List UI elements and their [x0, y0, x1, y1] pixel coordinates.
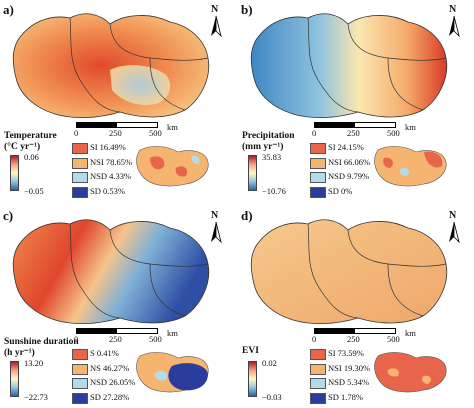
- panel-sunshine-duration: c) N 0 250 500 km Sunshine duration (h y…: [0, 206, 234, 406]
- legend-swatch: [310, 392, 326, 404]
- variable-name: Temperature: [4, 131, 57, 141]
- scale-tick-250: 250: [109, 334, 122, 344]
- colorbar: [248, 155, 257, 191]
- colorbar-min: −0.05: [24, 186, 44, 196]
- panel-evi: d) N 0 250 500 km EVI 0.02 −0.03 SI 73.5…: [238, 206, 472, 406]
- colorbar-min: −0.03: [262, 392, 282, 402]
- map-evi: [250, 219, 448, 393]
- panel-label: b): [241, 2, 253, 17]
- variable-unit: (°C yr⁻¹): [4, 142, 41, 152]
- variable-unit: (h yr⁻¹): [4, 348, 35, 358]
- map-sunshine-duration: [12, 219, 210, 393]
- legend-swatch: [310, 378, 326, 389]
- north-label: N: [211, 4, 219, 15]
- scale-tick-500: 500: [149, 128, 162, 138]
- scale-tick-0: 0: [74, 128, 79, 138]
- north-label: N: [449, 4, 457, 15]
- colorbar: [10, 361, 19, 397]
- variable-unit: (mm yr⁻¹): [242, 142, 284, 152]
- north-arrow-icon: N: [443, 4, 465, 40]
- panel-precipitation: b) N 0 250 500 km Precipitation (mm yr⁻¹…: [238, 0, 472, 200]
- legend-swatch: [310, 172, 326, 183]
- scale-unit: km: [167, 122, 178, 132]
- legend-swatch: [72, 172, 88, 183]
- legend-swatch: [72, 186, 88, 198]
- scale-tick-500: 500: [387, 334, 400, 344]
- legend-swatch: [310, 157, 326, 169]
- colorbar-min: −10.76: [262, 186, 286, 196]
- colorbar-max: 0.02: [262, 358, 277, 368]
- colorbar-max: 35.83: [262, 152, 282, 162]
- north-arrow-icon: N: [205, 210, 227, 246]
- variable-title: EVI: [242, 346, 259, 357]
- north-arrow-icon: N: [443, 210, 465, 246]
- colorbar-max: 0.06: [24, 152, 39, 162]
- scale-unit: km: [405, 122, 416, 132]
- colorbar: [248, 361, 257, 397]
- scale-bar: 0 250 500 km: [74, 328, 178, 346]
- scale-tick-250: 250: [347, 334, 360, 344]
- scale-bar: 0 250 500 km: [312, 122, 416, 140]
- scale-tick-500: 500: [387, 128, 400, 138]
- scale-tick-0: 0: [312, 128, 317, 138]
- legend-swatch: [72, 378, 88, 389]
- legend-swatch: [310, 186, 326, 198]
- panel-label: a): [3, 2, 14, 17]
- panel-temperature: a) N 0 250 500 km Temperature (°C yr⁻¹) …: [0, 0, 234, 200]
- variable-title: Precipitation (mm yr⁻¹): [242, 131, 295, 153]
- variable-title: Temperature (°C yr⁻¹): [4, 131, 57, 153]
- legend-swatch: [72, 392, 88, 404]
- scale-bar: 0 250 500 km: [74, 122, 178, 140]
- variable-title: Sunshine duration (h yr⁻¹): [4, 337, 79, 359]
- colorbar-max: 13.20: [24, 358, 44, 368]
- map-temperature: [12, 13, 210, 187]
- legend-swatch: [72, 363, 88, 375]
- legend-swatch: [72, 157, 88, 169]
- scale-unit: km: [167, 328, 178, 338]
- legend-swatch: [310, 349, 326, 360]
- variable-name: Precipitation: [242, 131, 295, 141]
- legend-swatch: [310, 143, 326, 154]
- legend-swatch: [72, 143, 88, 154]
- legend-swatch: [72, 349, 88, 360]
- scale-unit: km: [405, 328, 416, 338]
- scale-tick-500: 500: [149, 334, 162, 344]
- scale-bar: 0 250 500 km: [312, 328, 416, 346]
- scale-tick-0: 0: [74, 334, 79, 344]
- north-label: N: [211, 210, 219, 221]
- scale-tick-0: 0: [312, 334, 317, 344]
- colorbar-min: −22.73: [24, 392, 48, 402]
- scale-tick-250: 250: [347, 128, 360, 138]
- map-precipitation: [250, 13, 448, 187]
- variable-name: Sunshine duration: [4, 337, 79, 347]
- variable-name: EVI: [242, 346, 259, 356]
- scale-tick-250: 250: [109, 128, 122, 138]
- north-label: N: [449, 210, 457, 221]
- north-arrow-icon: N: [205, 4, 227, 40]
- legend-swatch: [310, 363, 326, 375]
- panel-label: d): [241, 208, 253, 223]
- colorbar: [10, 155, 19, 191]
- panel-label: c): [3, 208, 14, 223]
